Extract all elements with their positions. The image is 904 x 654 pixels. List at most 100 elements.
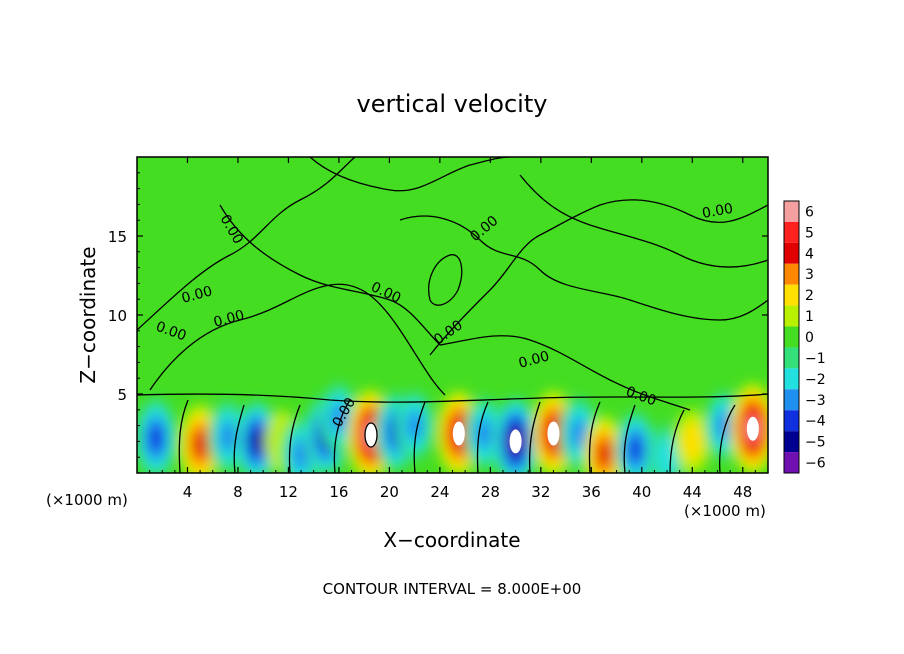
colorbar-label: −5 xyxy=(805,435,826,451)
colorbar-swatch xyxy=(784,242,799,264)
contour-line xyxy=(333,399,351,473)
contour-line xyxy=(288,404,301,473)
colorbar-label: 0 xyxy=(805,330,814,346)
colorbar-swatch xyxy=(784,347,799,369)
contour-line xyxy=(588,401,601,473)
colorbar-label: 4 xyxy=(805,246,814,262)
contour-line xyxy=(476,401,489,473)
velocity-field xyxy=(137,382,768,473)
plot-area: 0.00 0.00 0.00 0.00 0.00 0.00 0.00 0.00 … xyxy=(136,156,769,474)
colorbar-label: 6 xyxy=(805,204,814,220)
contour-interval-note: CONTOUR INTERVAL = 8.000E+00 xyxy=(323,580,582,598)
contour-line xyxy=(413,401,426,473)
x-unit-left: (×1000 m) xyxy=(46,491,128,509)
colorbar: 6 5 4 3 2 1 0 −1 −2 −3 −4 −5 −6 xyxy=(783,200,826,474)
colorbar-label: −3 xyxy=(805,393,826,409)
y-tick-label: 5 xyxy=(117,386,127,404)
velocity-contour-band xyxy=(219,420,237,453)
contour-label: 0.00 xyxy=(517,348,551,372)
contour-line xyxy=(219,204,441,346)
colorbar-swatch xyxy=(784,284,799,306)
x-tick-label: 20 xyxy=(380,483,399,501)
velocity-core xyxy=(364,423,377,448)
velocity-contour-band xyxy=(681,421,703,461)
velocity-cell xyxy=(583,415,625,473)
contour-line xyxy=(669,409,685,473)
y-tick-label: 10 xyxy=(108,307,127,325)
colorbar-swatch xyxy=(784,263,799,285)
velocity-core xyxy=(547,421,560,446)
x-tick-label: 40 xyxy=(632,483,651,501)
x-tick-label: 16 xyxy=(329,483,348,501)
y-axis: 5 10 15 xyxy=(108,172,768,458)
velocity-cells xyxy=(137,382,768,473)
colorbar-label: −1 xyxy=(805,351,826,367)
contour-label: 0.00 xyxy=(180,283,214,307)
x-unit-right: (×1000 m) xyxy=(684,502,766,520)
colorbar-swatch xyxy=(784,431,799,453)
velocity-cell xyxy=(137,397,177,473)
velocity-cell xyxy=(179,403,222,473)
x-tick-label: 44 xyxy=(683,483,702,501)
velocity-contour-band xyxy=(330,402,348,433)
x-tick-label: 32 xyxy=(531,483,550,501)
contour-line xyxy=(399,215,768,321)
velocity-cell xyxy=(674,408,711,473)
colorbar-label: 1 xyxy=(805,309,814,325)
velocity-contour-band xyxy=(628,436,643,463)
colorbar-swatch xyxy=(784,305,799,327)
x-axis: 4 8 12 16 20 24 28 32 36 40 44 48 xyxy=(149,157,756,501)
contour-lines xyxy=(137,157,768,473)
velocity-contour-band xyxy=(292,438,310,470)
colorbar-swatch xyxy=(784,452,799,473)
x-axis-label: X−coordinate xyxy=(383,528,520,552)
contour-line xyxy=(364,422,378,448)
contour-line xyxy=(178,399,189,473)
velocity-contour-band xyxy=(597,441,611,467)
contour-line xyxy=(429,199,768,356)
colorbar-label: 2 xyxy=(805,288,814,304)
colorbar-swatch xyxy=(784,221,799,243)
x-tick-label: 24 xyxy=(430,483,449,501)
contour-line xyxy=(428,254,463,306)
x-tick-label: 4 xyxy=(183,483,193,501)
y-tick-label: 15 xyxy=(108,228,127,246)
colorbar-label: 3 xyxy=(805,267,814,283)
contour-line xyxy=(719,404,736,473)
contour-label: 0.00 xyxy=(701,201,734,222)
contour-line xyxy=(519,174,768,268)
colorbar-label: −4 xyxy=(805,414,826,430)
contour-line xyxy=(623,404,636,473)
velocity-contour-band xyxy=(406,410,423,441)
x-tick-label: 36 xyxy=(582,483,601,501)
contour-line xyxy=(137,157,356,331)
x-tick-label: 48 xyxy=(733,483,752,501)
contour-label: 0.00 xyxy=(212,307,246,331)
velocity-core xyxy=(509,429,522,454)
colorbar-swatch xyxy=(784,410,799,432)
velocity-cell xyxy=(615,410,656,473)
colorbar-swatch xyxy=(784,389,799,411)
colorbar-frame xyxy=(783,200,800,474)
x-tick-label: 12 xyxy=(279,483,298,501)
y-axis-label: Z−coordinate xyxy=(76,246,100,383)
velocity-contour-band xyxy=(251,430,263,453)
velocity-contour-band xyxy=(148,424,163,452)
velocity-core xyxy=(746,416,759,441)
velocity-contour-band xyxy=(193,431,208,459)
contour-line xyxy=(233,404,245,473)
contour-line xyxy=(149,283,446,396)
contour-line xyxy=(528,401,541,473)
colorbar-label: −2 xyxy=(805,372,826,388)
contour-line xyxy=(137,393,768,403)
x-tick-label: 28 xyxy=(481,483,500,501)
velocity-contour-band xyxy=(570,417,588,450)
colorbar-swatch xyxy=(784,368,799,390)
colorbar-swatch xyxy=(784,326,799,348)
velocity-core xyxy=(452,421,465,446)
x-tick-label: 8 xyxy=(233,483,243,501)
chart-title: vertical velocity xyxy=(357,90,548,118)
colorbar-label: −6 xyxy=(805,456,826,472)
colorbar-swatch xyxy=(784,201,799,222)
